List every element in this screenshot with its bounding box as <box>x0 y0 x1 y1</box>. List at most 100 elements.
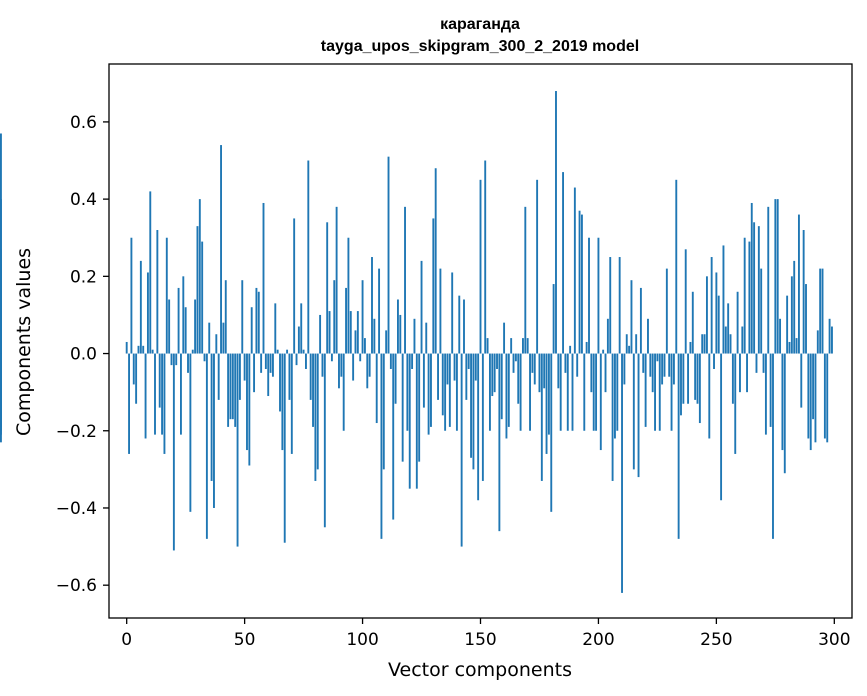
bar <box>418 353 421 462</box>
bar <box>321 353 324 377</box>
bar <box>555 91 557 354</box>
bar <box>540 353 543 481</box>
bar <box>234 353 237 427</box>
bar <box>271 353 274 377</box>
bar <box>807 353 810 439</box>
bar <box>170 353 173 366</box>
x-tick-label: 300 <box>818 630 850 650</box>
y-tick-label: 0.4 <box>70 190 97 210</box>
bar <box>764 353 767 435</box>
bar <box>682 353 685 404</box>
bar <box>453 353 456 381</box>
bar <box>326 222 329 354</box>
bar <box>713 353 715 369</box>
chart-title: караганда <box>440 16 520 33</box>
bar <box>196 226 199 354</box>
bar <box>663 353 666 377</box>
bar <box>0 330 2 354</box>
bar <box>507 353 510 427</box>
bar <box>194 299 197 354</box>
bar <box>590 353 593 393</box>
bar <box>783 353 786 474</box>
bar <box>290 353 293 454</box>
bar <box>805 284 807 354</box>
bar <box>484 160 487 354</box>
bar <box>349 311 352 354</box>
bar <box>826 353 829 443</box>
bar <box>441 353 444 416</box>
bar <box>385 330 388 354</box>
bar <box>559 353 562 431</box>
bar <box>536 179 539 354</box>
bar <box>776 199 779 354</box>
bar <box>616 353 619 431</box>
bar <box>757 226 760 354</box>
bar <box>149 191 152 354</box>
bar <box>312 353 314 427</box>
bar <box>569 345 572 354</box>
bar <box>408 353 411 489</box>
bar <box>486 338 489 354</box>
bar <box>474 353 477 381</box>
bar <box>175 353 178 366</box>
bar <box>420 260 423 354</box>
bar <box>637 353 640 478</box>
bar <box>599 353 602 451</box>
bar <box>415 353 418 489</box>
bar <box>736 291 739 354</box>
bar <box>0 353 2 427</box>
bar <box>812 353 815 420</box>
bar <box>677 353 680 539</box>
bar <box>328 311 331 354</box>
bar <box>448 353 451 427</box>
bar <box>573 187 576 354</box>
bar <box>253 353 256 393</box>
y-tick-label: −0.6 <box>56 576 97 596</box>
bar <box>720 353 723 501</box>
bar <box>809 353 812 451</box>
bar <box>746 353 748 393</box>
bar <box>425 322 428 354</box>
bar <box>703 334 706 354</box>
bar <box>139 260 142 354</box>
bars-group <box>0 91 833 593</box>
bar <box>444 353 447 431</box>
bar <box>526 338 529 354</box>
bar <box>750 202 753 354</box>
bar <box>741 326 744 354</box>
bar <box>729 334 732 354</box>
bar <box>257 291 260 354</box>
bar <box>158 353 161 408</box>
bar <box>394 353 397 404</box>
bar <box>281 353 284 451</box>
bar <box>705 276 708 354</box>
bar <box>236 353 239 547</box>
bar <box>217 353 220 400</box>
bar <box>413 318 416 354</box>
bar <box>144 353 147 439</box>
bar <box>672 353 675 385</box>
bar <box>531 353 534 373</box>
bar <box>538 353 541 393</box>
bar <box>333 280 336 354</box>
bar <box>479 179 482 354</box>
bar <box>583 353 586 431</box>
bar <box>670 353 673 431</box>
bar <box>375 353 378 424</box>
bar <box>727 303 730 354</box>
bar <box>297 326 300 354</box>
bar <box>580 214 583 354</box>
bar <box>505 353 508 439</box>
bar <box>314 353 317 481</box>
bar <box>180 353 182 435</box>
bar <box>510 338 513 354</box>
bar <box>262 202 265 354</box>
bar <box>618 257 621 354</box>
bar <box>276 349 279 354</box>
bar <box>488 353 491 431</box>
x-tick-label: 150 <box>464 630 496 650</box>
bar <box>816 330 819 354</box>
bar <box>363 338 366 354</box>
bar <box>621 353 623 593</box>
bar <box>437 353 439 400</box>
